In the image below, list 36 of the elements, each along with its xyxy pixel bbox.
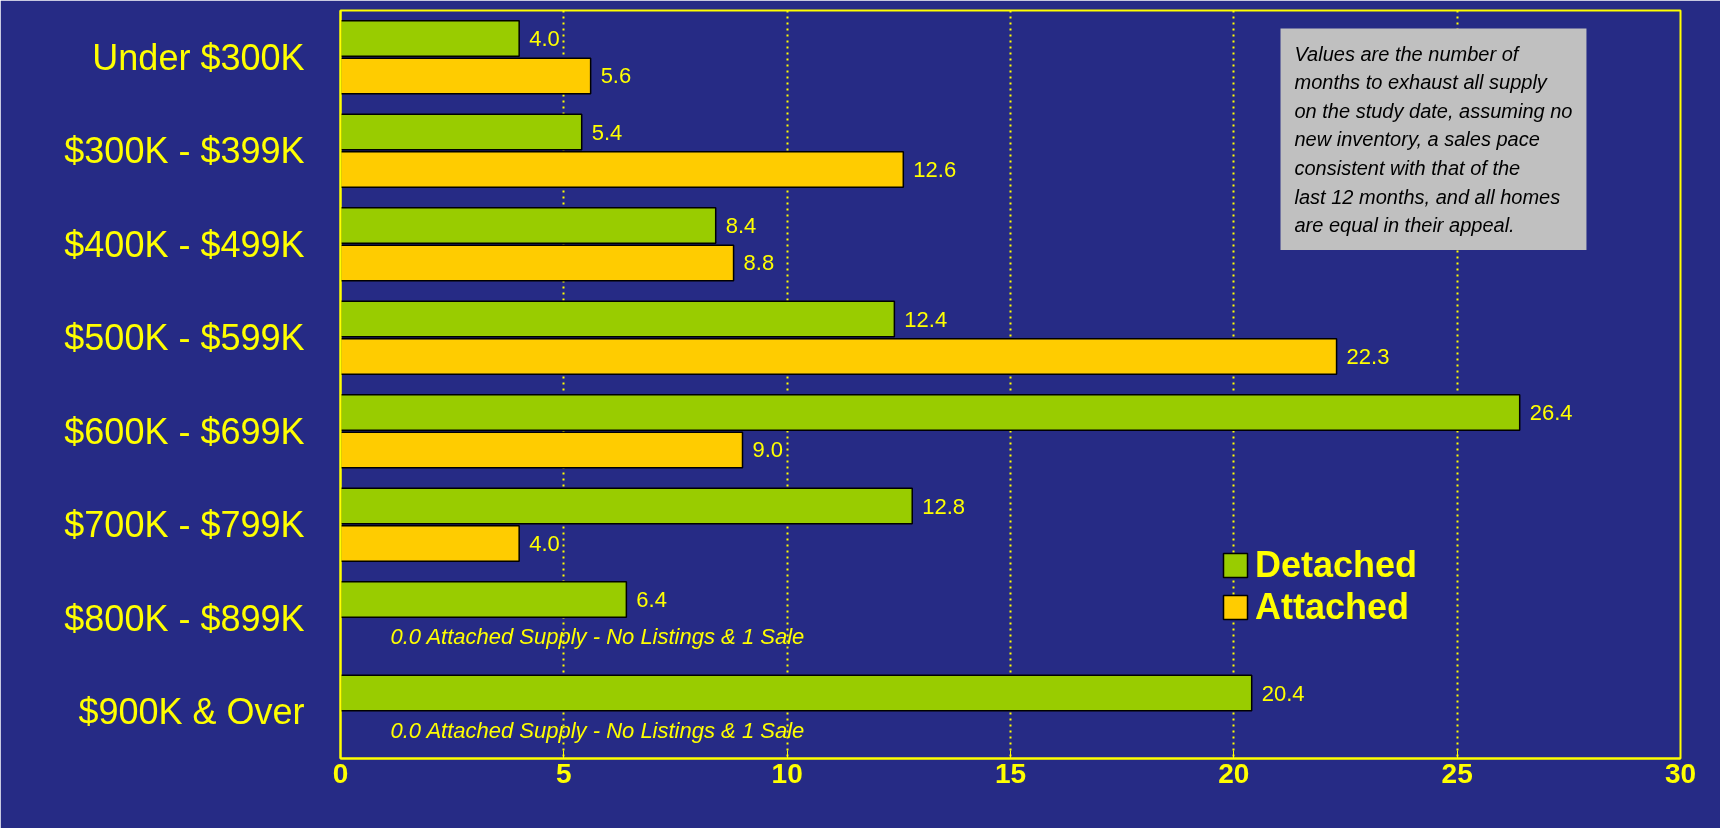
x-tick-label: 10 bbox=[771, 757, 803, 789]
data-label: 4.0 bbox=[529, 26, 560, 52]
legend-label: Detached bbox=[1255, 544, 1418, 586]
annotation: 0.0 Attached Supply - No Listings & 1 Sale bbox=[390, 624, 805, 650]
x-tick-label: 0 bbox=[332, 757, 349, 789]
y-tick-label: $600K - $699K bbox=[64, 410, 305, 452]
data-label: 9.0 bbox=[752, 437, 784, 463]
legend-label: Attached bbox=[1255, 586, 1410, 628]
y-tick-label: $900K & Over bbox=[78, 691, 305, 733]
data-label: 5.4 bbox=[591, 119, 623, 145]
y-tick-label: $300K - $399K bbox=[64, 130, 305, 172]
data-label: 22.3 bbox=[1346, 343, 1390, 369]
data-label: 4.0 bbox=[529, 530, 560, 556]
data-label: 26.4 bbox=[1529, 400, 1573, 426]
data-label: 8.8 bbox=[743, 250, 775, 276]
annotation: Values are the number of months to exhaust all supply on the study date, assuming no new inventory, a sales pace consistent with that of the last 12 months, and all homes are equal in their appeal. bbox=[1294, 42, 1573, 237]
annotation: 0.0 Attached Supply - No Listings & 1 Sale bbox=[390, 717, 805, 743]
x-tick-label: 30 bbox=[1664, 757, 1697, 789]
data-label: 5.6 bbox=[600, 63, 632, 89]
y-tick-label: $800K - $899K bbox=[64, 597, 305, 639]
bar bbox=[340, 674, 1253, 712]
data-label: 20.4 bbox=[1261, 680, 1305, 706]
x-tick-label: 25 bbox=[1441, 757, 1473, 789]
data-label: 8.4 bbox=[725, 213, 757, 239]
y-tick-label: $400K - $499K bbox=[64, 223, 305, 265]
y-tick-label: $700K - $799K bbox=[64, 504, 305, 546]
data-label: 12.4 bbox=[904, 306, 948, 332]
x-tick-label: 5 bbox=[556, 757, 572, 789]
data-label: 6.4 bbox=[636, 587, 667, 613]
x-tick-label: 15 bbox=[994, 757, 1027, 789]
data-label: 12.8 bbox=[922, 493, 966, 519]
bar bbox=[340, 581, 628, 619]
x-tick-label: 20 bbox=[1218, 757, 1250, 789]
data-label: 12.6 bbox=[913, 156, 957, 182]
y-tick-label: Under $300K bbox=[92, 36, 305, 78]
y-tick-label: $500K - $599K bbox=[64, 317, 305, 359]
